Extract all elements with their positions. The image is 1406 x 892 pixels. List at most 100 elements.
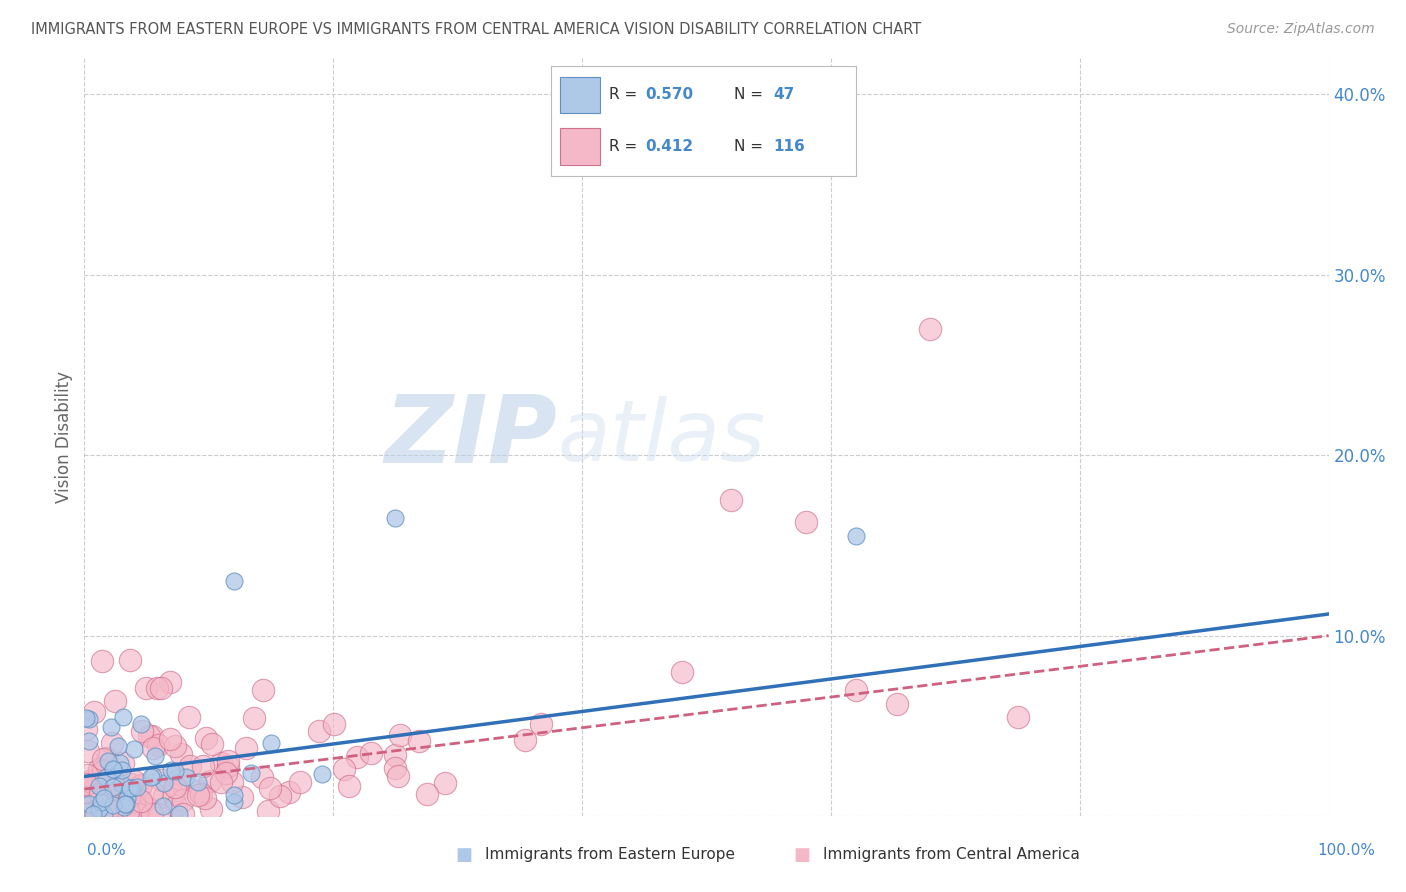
Point xyxy=(222,574,245,589)
Point xyxy=(794,515,817,529)
Point xyxy=(388,729,411,743)
Point xyxy=(112,756,135,770)
Text: ZIP: ZIP xyxy=(384,391,557,483)
Point xyxy=(169,747,191,761)
Point xyxy=(131,797,153,812)
Point xyxy=(333,762,356,776)
Point xyxy=(252,682,274,697)
Point xyxy=(311,766,333,780)
Point xyxy=(75,711,97,725)
Point xyxy=(387,769,409,783)
Point xyxy=(83,705,105,719)
Point xyxy=(117,807,139,822)
Point xyxy=(146,738,169,752)
Point xyxy=(201,737,224,751)
Point xyxy=(87,766,110,780)
Point xyxy=(142,741,165,756)
Point xyxy=(209,756,232,771)
Point xyxy=(103,763,125,777)
Point xyxy=(194,731,217,745)
Point xyxy=(256,804,278,818)
Point xyxy=(77,744,100,758)
Point xyxy=(79,773,101,788)
Point xyxy=(138,730,160,744)
Point xyxy=(122,774,145,789)
Point xyxy=(194,791,217,805)
Point xyxy=(75,777,97,791)
Point xyxy=(129,794,152,808)
Point xyxy=(89,802,111,816)
Point xyxy=(513,733,536,747)
Text: Immigrants from Eastern Europe: Immigrants from Eastern Europe xyxy=(485,847,735,862)
Point xyxy=(172,793,194,807)
Point xyxy=(104,694,127,708)
Point xyxy=(80,789,103,803)
Point xyxy=(103,783,125,797)
Point xyxy=(101,771,124,785)
Point xyxy=(163,780,186,794)
Text: atlas: atlas xyxy=(557,395,765,479)
Point xyxy=(86,804,108,818)
Point xyxy=(77,807,100,822)
Point xyxy=(671,665,693,679)
Point xyxy=(118,777,141,791)
Point xyxy=(79,779,101,793)
Point xyxy=(111,807,134,822)
Point xyxy=(93,791,115,805)
Point xyxy=(845,682,868,697)
Point xyxy=(139,771,162,785)
Point xyxy=(90,807,112,822)
Point xyxy=(153,776,176,790)
Point xyxy=(269,789,291,804)
Point xyxy=(434,776,457,790)
Text: ■: ■ xyxy=(456,846,472,863)
Point xyxy=(142,769,165,783)
Point xyxy=(231,790,253,805)
Point xyxy=(114,797,136,811)
Point xyxy=(416,787,439,801)
Point xyxy=(141,807,163,822)
Point xyxy=(87,762,110,776)
Point xyxy=(172,807,194,822)
Point xyxy=(117,790,139,805)
Point xyxy=(76,768,98,782)
Text: IMMIGRANTS FROM EASTERN EUROPE VS IMMIGRANTS FROM CENTRAL AMERICA VISION DISABIL: IMMIGRANTS FROM EASTERN EUROPE VS IMMIGR… xyxy=(31,22,921,37)
Point xyxy=(77,713,100,727)
Point xyxy=(91,751,114,765)
Point xyxy=(112,799,135,814)
Point xyxy=(259,780,281,795)
Point xyxy=(886,697,908,711)
Point xyxy=(179,710,201,724)
Point xyxy=(135,681,157,695)
Point xyxy=(115,797,138,811)
Point xyxy=(120,780,142,795)
Point xyxy=(250,770,273,784)
Point xyxy=(129,779,152,793)
Point xyxy=(720,493,742,508)
Point xyxy=(75,722,97,736)
Point xyxy=(100,799,122,814)
Point xyxy=(107,739,129,754)
Point xyxy=(127,807,149,822)
Point xyxy=(159,675,181,690)
Point xyxy=(239,765,262,780)
Point xyxy=(111,777,134,791)
Point xyxy=(200,774,222,789)
Point xyxy=(152,799,174,814)
Point xyxy=(346,750,368,764)
Point xyxy=(75,807,97,822)
Point xyxy=(920,322,942,336)
Point xyxy=(94,770,117,784)
Point xyxy=(143,749,166,764)
Point xyxy=(337,779,360,793)
Point xyxy=(101,780,124,794)
Point xyxy=(174,770,197,784)
Point xyxy=(77,797,100,811)
Point xyxy=(217,759,239,773)
Point xyxy=(149,681,172,696)
Point xyxy=(167,807,190,822)
Point xyxy=(290,775,312,789)
Point xyxy=(122,794,145,808)
Point xyxy=(217,754,239,768)
Point xyxy=(153,789,176,803)
